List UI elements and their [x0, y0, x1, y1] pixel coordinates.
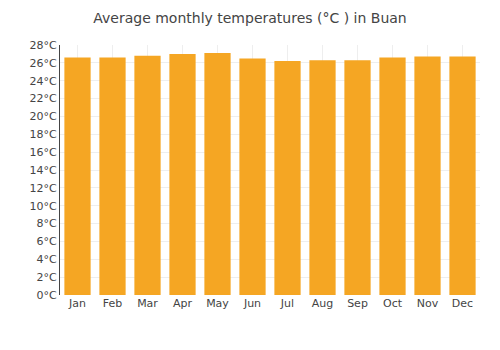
svg-text:Average monthly temperatures (: Average monthly temperatures (°C ) in Bu…: [93, 10, 407, 26]
svg-text:Aug: Aug: [312, 297, 333, 310]
svg-text:Apr: Apr: [173, 297, 193, 310]
svg-text:26°C: 26°C: [30, 57, 57, 70]
svg-text:Mar: Mar: [137, 297, 158, 310]
svg-text:4°C: 4°C: [37, 253, 57, 266]
svg-text:Sep: Sep: [347, 297, 368, 310]
svg-text:10°C: 10°C: [30, 200, 57, 213]
svg-text:20°C: 20°C: [30, 110, 57, 123]
svg-text:18°C: 18°C: [30, 128, 57, 141]
svg-text:Nov: Nov: [417, 297, 439, 310]
svg-text:Jun: Jun: [243, 297, 261, 310]
svg-text:6°C: 6°C: [37, 235, 57, 248]
svg-text:May: May: [206, 297, 229, 310]
svg-text:14°C: 14°C: [30, 164, 57, 177]
svg-text:0°C: 0°C: [37, 289, 57, 302]
svg-text:12°C: 12°C: [30, 182, 57, 195]
svg-text:24°C: 24°C: [30, 75, 57, 88]
svg-text:Jul: Jul: [280, 297, 294, 310]
svg-text:16°C: 16°C: [30, 146, 57, 159]
svg-text:2°C: 2°C: [37, 271, 57, 284]
svg-text:8°C: 8°C: [37, 217, 57, 230]
svg-text:Oct: Oct: [383, 297, 403, 310]
svg-text:Jan: Jan: [68, 297, 86, 310]
svg-text:22°C: 22°C: [30, 92, 57, 105]
svg-text:Feb: Feb: [103, 297, 122, 310]
svg-text:Dec: Dec: [452, 297, 473, 310]
svg-text:28°C: 28°C: [30, 39, 57, 52]
